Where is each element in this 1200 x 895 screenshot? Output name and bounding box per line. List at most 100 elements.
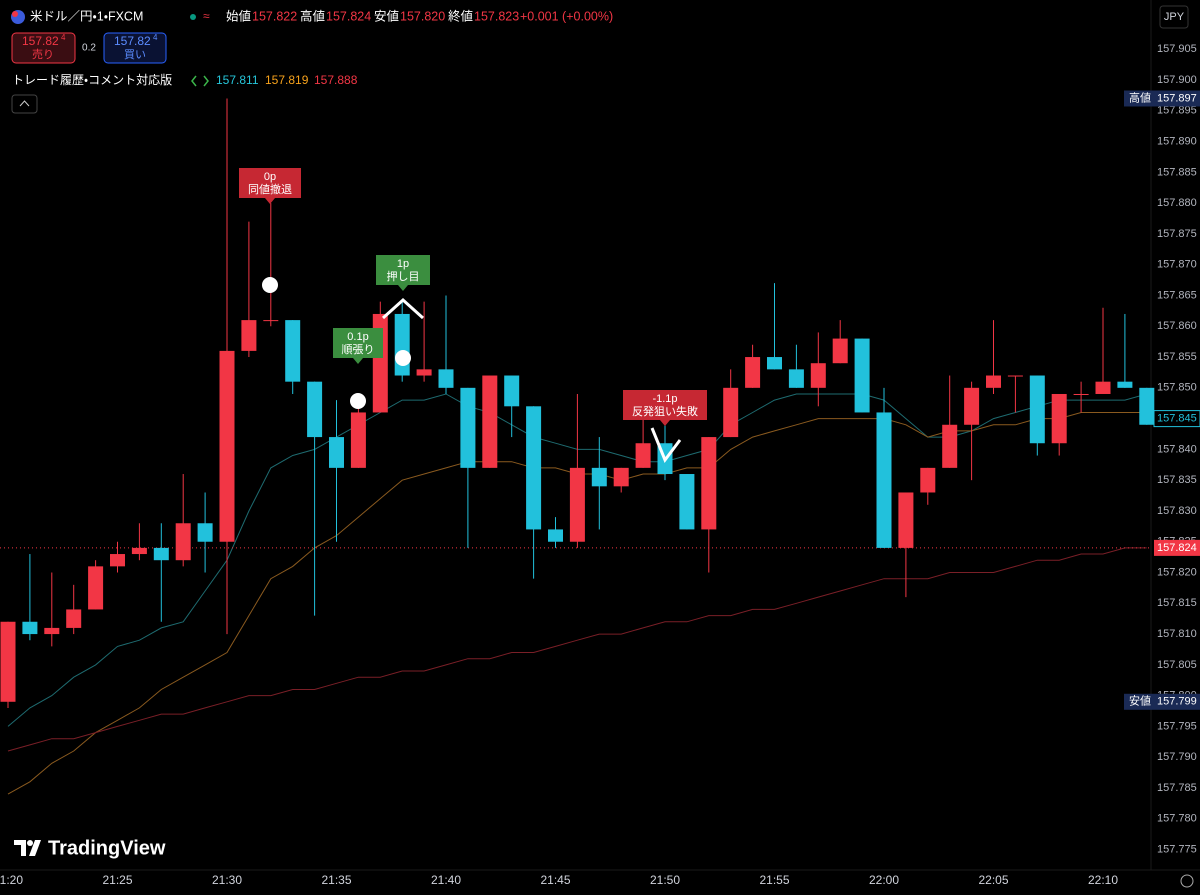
candle-body xyxy=(986,375,1001,388)
candle-body xyxy=(679,474,695,530)
currency-box[interactable] xyxy=(1159,5,1189,29)
y-tick-label: 157.885 xyxy=(1157,166,1197,178)
y-tick-label: 157.775 xyxy=(1157,843,1197,855)
candle-body xyxy=(942,424,958,468)
ma-marker-box xyxy=(1153,410,1200,428)
collapse-button[interactable] xyxy=(11,94,38,114)
x-tick-label: 21:40 xyxy=(431,873,461,887)
buy-price[interactable]: 157.82 xyxy=(114,34,151,48)
collapse-icon[interactable] xyxy=(19,100,30,107)
candle-body xyxy=(416,369,432,376)
status-icon: ≈ xyxy=(203,9,210,23)
y-tick-label: 157.830 xyxy=(1157,505,1197,517)
candle-body xyxy=(701,437,717,530)
y-tick-label: 157.805 xyxy=(1157,659,1197,671)
candle-body xyxy=(788,369,804,388)
candle-body xyxy=(482,375,498,468)
ma-marker-value: 157.845 xyxy=(1157,413,1197,425)
close-label: 終値 xyxy=(448,8,473,23)
buy-box[interactable] xyxy=(103,32,167,64)
x-tick-label: 21:25 xyxy=(102,873,132,887)
candle-body xyxy=(767,357,782,370)
indicator-value: 157.888 xyxy=(314,73,358,87)
candle-body xyxy=(1117,381,1133,388)
candle-body xyxy=(88,566,104,610)
symbol: 米ドル／円・1・FXCM xyxy=(30,9,143,23)
y-tick-label: 157.835 xyxy=(1157,474,1197,486)
price-box xyxy=(1154,539,1200,556)
candle-body xyxy=(285,320,301,382)
candle-body xyxy=(1095,381,1111,394)
range-marker-box xyxy=(1124,90,1200,107)
candle-body xyxy=(22,621,38,635)
currency[interactable]: JPY xyxy=(1164,11,1185,23)
candle-body xyxy=(1139,387,1155,425)
candle-body xyxy=(44,627,60,635)
open-value: 157.822 xyxy=(252,9,297,23)
trade-path xyxy=(381,297,425,320)
y-tick-label: 157.785 xyxy=(1157,782,1197,794)
annotation-box xyxy=(623,390,707,426)
buy-label[interactable]: 買い xyxy=(124,48,146,61)
candle-body xyxy=(1029,375,1045,444)
candle-body xyxy=(964,387,980,425)
buy-button[interactable]: 157.82 4 買い xyxy=(103,32,167,64)
y-tick-label: 157.815 xyxy=(1157,597,1197,609)
high-label: 高値 xyxy=(300,8,325,23)
candle-body xyxy=(175,523,191,561)
indicator-value: 157.811 xyxy=(216,73,259,87)
annotation-text: 反発狙い失敗 xyxy=(632,404,698,418)
market-status xyxy=(190,14,196,20)
annotation-pips: 0.1p xyxy=(347,331,368,343)
candle-body xyxy=(1007,375,1023,377)
annotation-box xyxy=(376,255,430,291)
low-label: 安値 xyxy=(374,8,399,23)
candle-body xyxy=(745,357,761,388)
annotation-pips: 0p xyxy=(264,171,276,183)
logo-mark[interactable] xyxy=(14,840,41,856)
x-tick-label: 21:45 xyxy=(540,873,570,887)
candle-body xyxy=(504,375,520,407)
y-tick-label: 157.780 xyxy=(1157,813,1197,825)
range-marker-box xyxy=(1124,693,1200,710)
candle-body xyxy=(854,338,870,413)
y-tick-label: 157.890 xyxy=(1157,135,1197,147)
sell-pip[interactable]: 4 xyxy=(61,33,66,42)
annotation-pips: 1p xyxy=(397,258,409,270)
candle-body xyxy=(920,467,936,493)
y-tick-label: 157.870 xyxy=(1157,259,1197,271)
sell-price[interactable]: 157.82 xyxy=(22,34,59,48)
indicator-value: 157.819 xyxy=(265,73,309,87)
trade-marker xyxy=(262,277,278,293)
open-label: 始値 xyxy=(226,8,251,23)
buy-pip[interactable]: 4 xyxy=(153,33,158,42)
annotation-pips: -1.1p xyxy=(652,393,677,405)
range-marker-value: 157.799 xyxy=(1157,696,1197,708)
plot-area xyxy=(0,98,1155,795)
sell-label[interactable]: 売り xyxy=(32,48,54,61)
y-tick-label: 157.905 xyxy=(1157,43,1197,55)
candle-body xyxy=(0,621,16,702)
brand-logo[interactable]: TradingView xyxy=(14,837,166,859)
candle-body xyxy=(613,467,629,487)
candle-body xyxy=(1051,393,1067,444)
settings-icon[interactable] xyxy=(1180,874,1194,888)
range-marker-label: 安値 xyxy=(1129,695,1151,708)
brand[interactable]: TradingView xyxy=(48,837,166,859)
y-tick-label: 157.875 xyxy=(1157,228,1197,240)
candle-body xyxy=(329,437,344,468)
spread: 0.2 xyxy=(82,43,96,54)
logo-mark[interactable] xyxy=(27,840,33,846)
close-value: 157.823 xyxy=(474,9,519,23)
sell-button[interactable]: 157.82 4 売り xyxy=(11,32,76,64)
sell-box[interactable] xyxy=(11,32,76,64)
x-tick-label: 21:30 xyxy=(212,873,242,887)
annotation-text: 順張り xyxy=(342,343,375,356)
y-tick-label: 157.820 xyxy=(1157,566,1197,578)
y-tick-label: 157.795 xyxy=(1157,720,1197,732)
